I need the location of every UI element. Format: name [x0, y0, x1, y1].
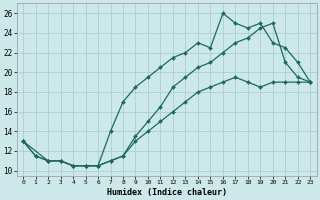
- X-axis label: Humidex (Indice chaleur): Humidex (Indice chaleur): [107, 188, 227, 197]
